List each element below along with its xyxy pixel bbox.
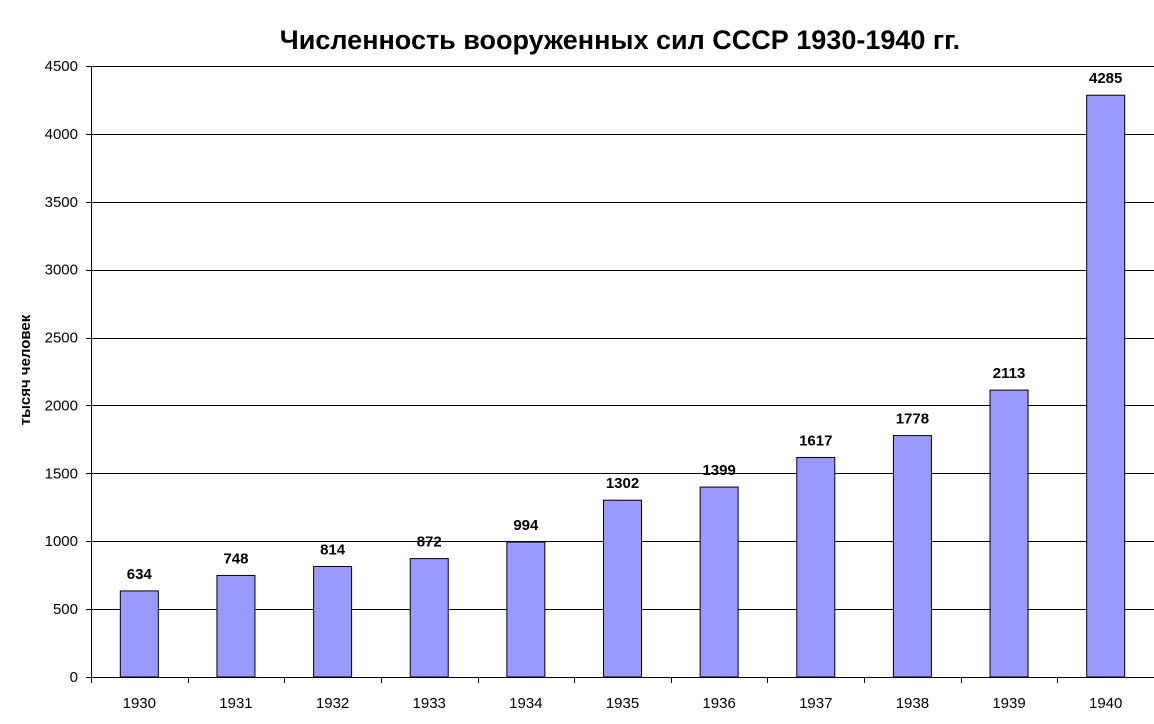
bar-1937: [796, 456, 836, 678]
bar-1940: [1086, 94, 1126, 678]
bar-1939: [989, 389, 1029, 678]
y-axis-ticks: 0 500 1000 1500 2000 2500 3000 3500 4000 4500: [45, 58, 91, 686]
x-tick-label-1939: 1939: [992, 695, 1025, 712]
data-label-1940: 4285: [1089, 70, 1122, 87]
bar-1932: [313, 565, 353, 678]
bar-1938: [892, 435, 932, 678]
data-label-1933: 872: [417, 534, 442, 551]
x-tick-label-1936: 1936: [702, 695, 735, 712]
data-label-1938: 1778: [896, 411, 929, 428]
y-tick-label: 4500: [45, 58, 78, 75]
data-label-1931: 748: [223, 550, 248, 567]
data-label-1937: 1617: [799, 432, 832, 449]
y-tick-label: 500: [53, 601, 78, 618]
axes: [91, 66, 1154, 678]
data-label-1935: 1302: [606, 475, 639, 492]
x-tick-label-1935: 1935: [606, 695, 639, 712]
data-labels: 634 748 814 872 994 1302 1399 1617 1778 2113 4285: [127, 70, 1123, 583]
data-label-1936: 1399: [702, 462, 735, 479]
y-tick-label: 1500: [45, 465, 78, 482]
x-tick-label-1931: 1931: [219, 695, 252, 712]
bar-1931: [216, 574, 256, 678]
y-tick-label: 2000: [45, 397, 78, 414]
bar-1936: [699, 486, 739, 678]
bar-1930: [119, 590, 159, 678]
chart-title: Численность вооруженных сил СССР 1930-19…: [280, 25, 960, 55]
data-label-1932: 814: [320, 541, 346, 558]
bar-1934: [506, 541, 546, 678]
data-label-1934: 994: [513, 517, 539, 534]
gridlines: [91, 66, 1154, 610]
y-tick-label: 1000: [45, 533, 78, 550]
data-label-1930: 634: [127, 566, 153, 583]
x-tick-label-1930: 1930: [123, 695, 156, 712]
y-tick-label: 3000: [45, 262, 78, 279]
y-axis-label: тысяч человек: [17, 314, 34, 425]
x-tick-label-1940: 1940: [1089, 695, 1122, 712]
y-tick-label: 0: [70, 669, 78, 686]
y-tick-label: 2500: [45, 330, 78, 347]
y-tick-label: 3500: [45, 194, 78, 211]
x-tick-label-1938: 1938: [896, 695, 929, 712]
x-tick-label-1934: 1934: [509, 695, 542, 712]
x-tick-label-1932: 1932: [316, 695, 349, 712]
bars: [119, 94, 1126, 678]
bar-1933: [409, 558, 449, 678]
y-tick-label: 4000: [45, 126, 78, 143]
data-label-1939: 2113: [993, 365, 1026, 382]
bar-1935: [603, 499, 642, 678]
x-tick-label-1937: 1937: [799, 695, 832, 712]
x-tick-label-1933: 1933: [413, 695, 446, 712]
x-axis-ticks: 1930 1931 1932 1933 1934 1935 1936 1937 1938 1939…: [91, 677, 1122, 712]
